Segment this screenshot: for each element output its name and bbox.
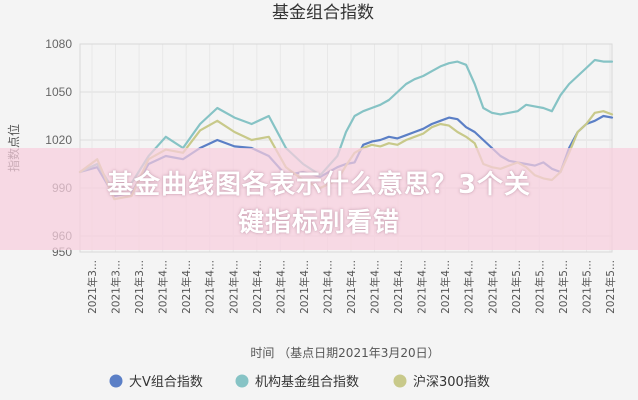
x-tick-label: 2021年3... xyxy=(86,260,99,314)
x-tick-label: 2021年4... xyxy=(204,260,217,314)
x-axis-label: 时间 （基点日期2021年3月20日） xyxy=(250,346,439,360)
y-tick-label: 1080 xyxy=(45,37,72,51)
legend-label-3: 沪深300指数 xyxy=(413,374,490,390)
banner-headline-line-1: 基金曲线图各表示什么意思？3个关 xyxy=(106,170,532,200)
x-tick-label: 2021年4... xyxy=(416,260,429,314)
legend-marker-2 xyxy=(235,374,249,388)
x-tick-label: 2021年5... xyxy=(557,260,570,314)
x-tick-label: 2021年4... xyxy=(486,260,499,314)
legend: 大V组合指数 机构基金组合指数 沪深300指数 xyxy=(109,374,490,390)
x-tick-label: 2021年4... xyxy=(439,260,452,314)
x-tick-label: 2021年4... xyxy=(345,260,358,314)
x-tick-label: 2021年3... xyxy=(133,260,146,314)
x-tick-label: 2021年5... xyxy=(580,260,593,314)
y-tick-label: 1050 xyxy=(45,85,72,99)
chart-title: 基金组合指数 xyxy=(272,3,374,23)
x-tick-label: 2021年5... xyxy=(604,260,617,314)
x-tick-label: 2021年5... xyxy=(533,260,546,314)
legend-label-1: 大V组合指数 xyxy=(129,375,203,390)
x-tick-label: 2021年4... xyxy=(392,260,405,314)
x-tick-label: 2021年4... xyxy=(274,260,287,314)
x-tick-label: 2021年4... xyxy=(321,260,334,314)
x-tick-label: 2021年4... xyxy=(157,260,170,314)
legend-label-2: 机构基金组合指数 xyxy=(255,374,359,390)
x-axis-ticks: 2021年3... 2021年3... 2021年3... 2021年4... 2021… xyxy=(86,260,617,314)
x-tick-label: 2021年3... xyxy=(110,260,123,314)
legend-marker-1 xyxy=(109,374,123,388)
x-tick-label: 2021年4... xyxy=(369,260,382,314)
x-tick-label: 2021年4... xyxy=(298,260,311,314)
x-tick-label: 2021年4... xyxy=(227,260,240,314)
banner-headline-line-2: 键指标别看错 xyxy=(237,208,400,238)
x-tick-label: 2021年4... xyxy=(251,260,264,314)
legend-marker-3 xyxy=(393,374,407,388)
y-tick-label: 1020 xyxy=(45,133,72,147)
x-tick-label: 2021年5... xyxy=(510,260,523,314)
series-line-2 xyxy=(78,58,614,193)
title-banner xyxy=(0,148,638,250)
x-tick-label: 2021年4... xyxy=(180,260,193,314)
x-tick-label: 2021年4... xyxy=(463,260,476,314)
